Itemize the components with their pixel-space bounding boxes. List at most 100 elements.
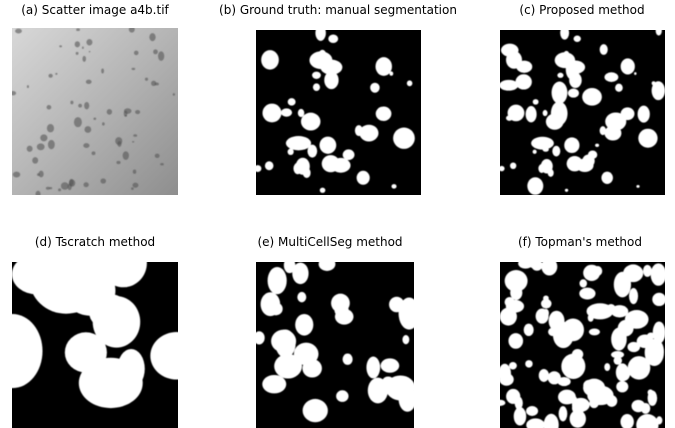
blob	[562, 319, 584, 342]
blob	[47, 105, 52, 109]
blob	[525, 360, 532, 367]
blob	[370, 83, 379, 93]
blob	[564, 51, 570, 58]
blob	[634, 72, 636, 75]
blob	[292, 263, 308, 285]
blob	[48, 140, 55, 149]
blob	[515, 413, 525, 423]
blob	[135, 110, 140, 114]
blob	[601, 172, 613, 184]
panel-image	[12, 28, 178, 195]
blob	[628, 356, 651, 380]
blob	[510, 162, 516, 169]
blob	[568, 89, 579, 98]
blob	[627, 342, 640, 352]
panel: (a) Scatter image a4b.tif	[10, 3, 178, 198]
blob	[303, 399, 328, 422]
blob	[262, 104, 281, 123]
panel: (c) Proposed method	[499, 3, 665, 195]
blob	[268, 267, 287, 294]
blob	[12, 254, 61, 294]
panel: (f) Topman's method	[495, 235, 666, 428]
blob	[107, 109, 112, 115]
blob	[32, 157, 38, 164]
blob	[36, 191, 41, 198]
blob	[155, 154, 160, 158]
blob	[27, 85, 29, 88]
blob	[124, 108, 132, 114]
panel-caption: (f) Topman's method	[518, 235, 642, 249]
figure: (a) Scatter image a4b.tif(b) Ground trut…	[0, 0, 675, 428]
blob	[539, 369, 549, 382]
blob	[322, 155, 340, 172]
blob	[506, 389, 520, 404]
blob	[616, 381, 628, 392]
blob	[274, 354, 302, 379]
blob	[541, 258, 557, 276]
blob	[499, 166, 505, 171]
blob	[47, 124, 54, 132]
blob	[84, 102, 89, 109]
blob	[10, 91, 16, 95]
blob	[587, 386, 613, 406]
page: (a) Scatter image a4b.tif(b) Ground trut…	[0, 0, 675, 428]
blob	[506, 115, 513, 121]
blob	[281, 108, 292, 116]
blob	[319, 257, 336, 271]
blob	[39, 171, 44, 178]
blob	[48, 74, 52, 78]
blob	[261, 50, 279, 70]
blob	[518, 258, 533, 268]
blob	[145, 78, 148, 81]
blob	[133, 134, 137, 137]
blob	[587, 303, 614, 319]
blob	[55, 73, 57, 75]
blob	[636, 185, 639, 188]
blob	[151, 81, 156, 86]
blob	[293, 163, 301, 174]
blob	[312, 72, 321, 79]
blob	[343, 149, 355, 160]
blob	[254, 331, 265, 344]
panel: (e) MultiCellSeg method	[254, 235, 420, 428]
blob	[100, 178, 106, 183]
blob	[652, 81, 665, 100]
blob	[75, 41, 80, 47]
blob	[508, 333, 523, 349]
blob	[83, 182, 88, 187]
blob	[359, 125, 378, 142]
blob	[648, 391, 658, 406]
blob	[27, 146, 33, 152]
blob	[574, 36, 581, 42]
blob	[376, 107, 392, 121]
blob	[621, 58, 635, 74]
blob	[101, 68, 104, 73]
blob	[123, 151, 129, 160]
blob	[652, 293, 666, 306]
blob	[301, 113, 320, 131]
blob	[605, 112, 626, 130]
blob	[134, 51, 139, 56]
blob	[328, 34, 338, 43]
blob	[538, 164, 545, 173]
blob	[595, 144, 599, 147]
blob	[131, 187, 134, 190]
blob	[638, 106, 650, 123]
blob	[625, 310, 649, 329]
blob	[560, 26, 569, 40]
blob	[262, 375, 286, 393]
blob	[552, 81, 568, 103]
blob	[543, 295, 549, 301]
blob	[565, 189, 568, 192]
blob	[37, 143, 45, 150]
blob	[501, 44, 519, 57]
blob	[336, 390, 348, 402]
blob	[67, 183, 71, 190]
blob	[334, 304, 348, 316]
blob	[59, 45, 62, 47]
blob	[150, 332, 203, 380]
blob	[83, 143, 89, 148]
blob	[402, 335, 409, 344]
blob	[567, 156, 583, 171]
blob	[102, 122, 105, 125]
